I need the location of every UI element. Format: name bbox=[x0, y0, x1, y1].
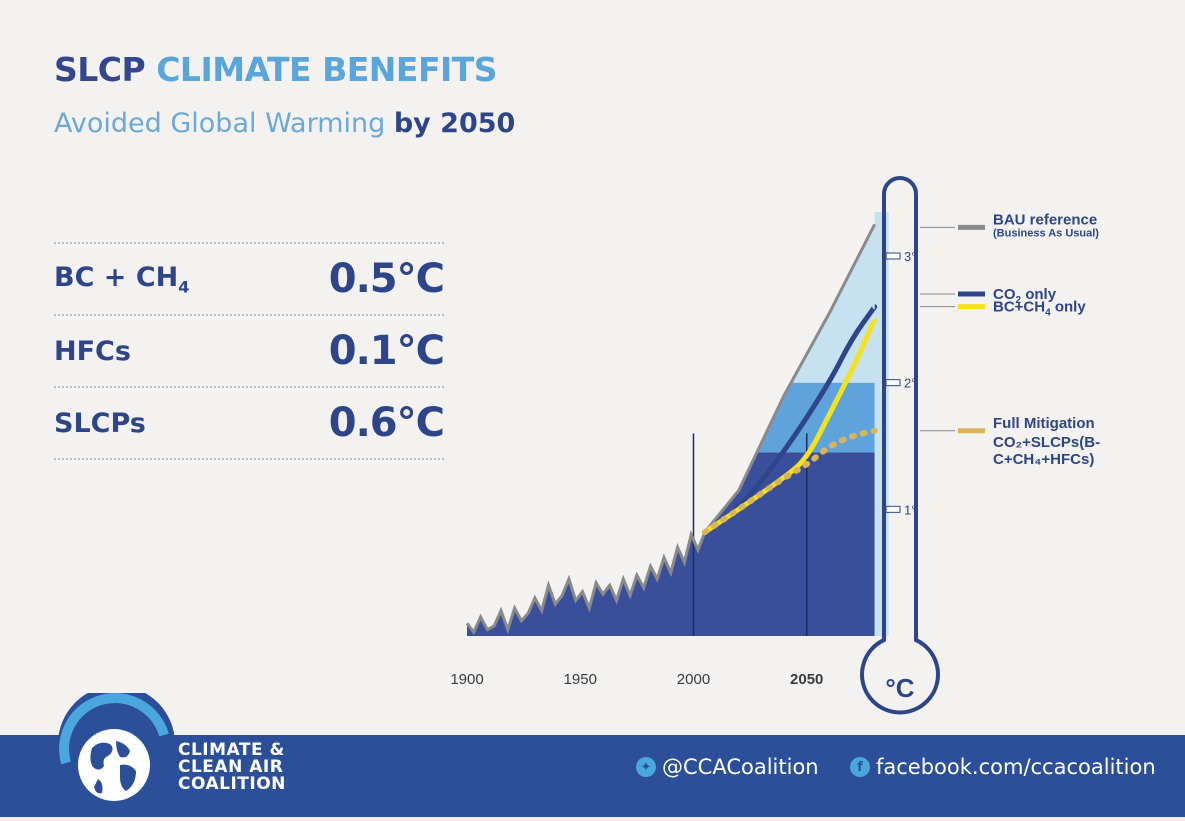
stat-row: HFCs 0.1°C bbox=[54, 314, 445, 386]
stat-row: BC + CH4 0.5°C bbox=[54, 242, 445, 314]
legend-note: CO₂+SLCPs(B- bbox=[993, 434, 1100, 451]
thermometer-mercury bbox=[874, 212, 889, 636]
x-tick-label: 2000 bbox=[677, 671, 710, 688]
stats-table: BC + CH4 0.5°C HFCs 0.1°C SLCPs 0.6°C bbox=[54, 242, 445, 460]
series-line-full-mitigation bbox=[701, 427, 878, 536]
coalition-logo bbox=[54, 685, 174, 817]
globe-logo-icon bbox=[57, 685, 174, 817]
warming-band-3 bbox=[467, 224, 875, 383]
title-part2: CLIMATE BENEFITS bbox=[156, 50, 498, 89]
y-tick-mark bbox=[885, 505, 901, 513]
subtitle-part1: Avoided Global Warming bbox=[54, 108, 386, 139]
x-tick-label: 1950 bbox=[564, 671, 597, 688]
x-tick-label: 1900 bbox=[450, 671, 483, 688]
stat-label: BC + CH4 bbox=[54, 261, 190, 297]
org-line: CLEAN AIR bbox=[178, 757, 284, 777]
stat-value: 0.1°C bbox=[328, 328, 445, 374]
facebook-url: facebook.com/ccacoalition bbox=[876, 755, 1156, 779]
y-tick-mark bbox=[885, 379, 901, 387]
twitter-link[interactable]: ✦ @CCACoalition bbox=[636, 755, 819, 779]
series-line-bau bbox=[703, 223, 877, 534]
subtitle-part2: by 2050 bbox=[393, 108, 516, 139]
twitter-bird-icon: ✦ bbox=[636, 757, 656, 777]
facebook-link[interactable]: f facebook.com/ccacoalition bbox=[850, 755, 1156, 779]
twitter-handle: @CCACoalition bbox=[662, 755, 819, 779]
y-tick-label: 1° bbox=[904, 502, 916, 517]
stat-label: HFCs bbox=[54, 335, 131, 367]
org-line: CLIMATE & bbox=[178, 740, 285, 760]
legend-label: Full Mitigation bbox=[993, 415, 1095, 432]
page-title: SLCP CLIMATE BENEFITS bbox=[54, 50, 498, 89]
legend-label: BC+CH4 only bbox=[993, 299, 1086, 319]
y-tick-label: 3° bbox=[904, 249, 916, 264]
y-tick-label: 2° bbox=[904, 376, 916, 391]
unit-label: °C bbox=[885, 673, 914, 703]
footer-bar bbox=[0, 735, 1185, 817]
legend-note: C+CH₄+HFCs) bbox=[993, 451, 1094, 468]
page-subtitle: Avoided Global Warming by 2050 bbox=[54, 108, 515, 139]
title-part1: SLCP bbox=[54, 50, 146, 89]
legend-label: CO2 only bbox=[993, 286, 1057, 306]
stat-value: 0.6°C bbox=[328, 400, 445, 446]
stat-value: 0.5°C bbox=[328, 256, 445, 302]
historical-line bbox=[465, 530, 707, 636]
stat-row: SLCPs 0.6°C bbox=[54, 386, 445, 460]
thermometer-outline bbox=[860, 176, 940, 715]
facebook-f-icon: f bbox=[850, 757, 870, 777]
legend-note: (Business As Usual) bbox=[993, 227, 1099, 239]
stat-label: SLCPs bbox=[54, 407, 146, 439]
y-tick-mark bbox=[885, 252, 901, 260]
x-tick-label: 2050 bbox=[790, 671, 823, 688]
legend-label: BAU reference bbox=[993, 211, 1097, 228]
coalition-name: CLIMATE & CLEAN AIR COALITION bbox=[178, 742, 286, 793]
org-line: COALITION bbox=[178, 774, 286, 794]
